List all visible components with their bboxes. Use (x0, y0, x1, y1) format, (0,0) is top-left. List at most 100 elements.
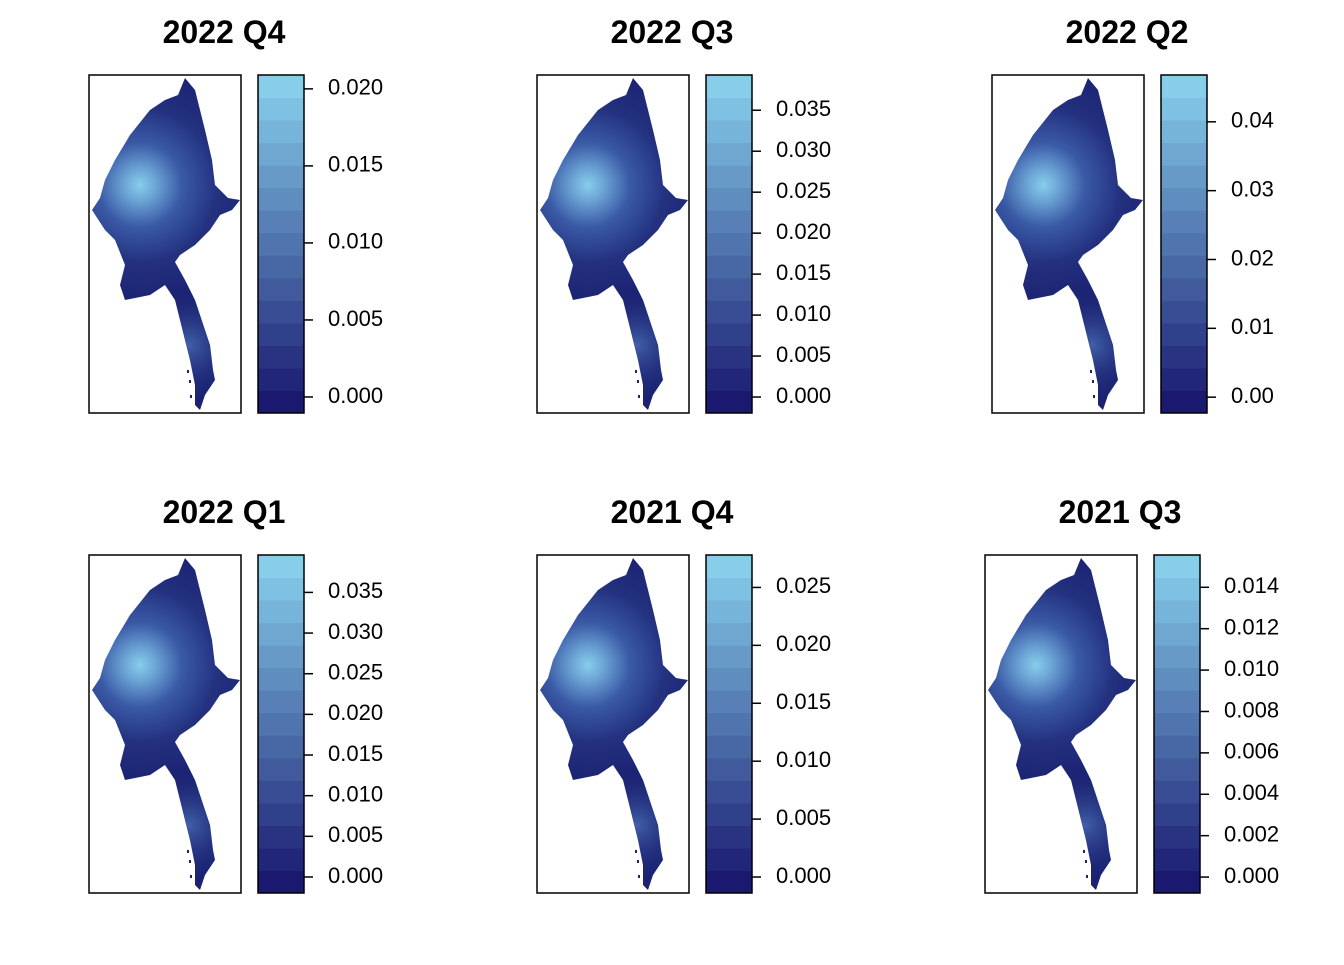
legend-band (1154, 667, 1200, 691)
legend-band (258, 780, 304, 804)
legend-band (258, 165, 304, 189)
legend-band (706, 667, 752, 691)
legend-tick-label: 0.025 (776, 573, 831, 598)
legend-band (258, 390, 304, 414)
legend-band (258, 322, 304, 346)
legend-tick-label: 0.010 (776, 747, 831, 772)
legend-tick-label: 0.000 (1224, 863, 1279, 888)
panel-title: 2022 Q3 (611, 14, 734, 50)
legend-tick-label: 0.005 (328, 306, 383, 331)
legend-band (1161, 165, 1207, 189)
legend-band (706, 712, 752, 736)
legend-band (258, 825, 304, 849)
map-frame (536, 554, 690, 894)
legend-band (1154, 802, 1200, 826)
legend-band (258, 345, 304, 369)
panel-title: 2022 Q2 (1066, 14, 1189, 50)
legend-band (1154, 870, 1200, 894)
legend-band (706, 187, 752, 211)
legend-tick-label: 0.005 (328, 822, 383, 847)
legend-tick-label: 0.010 (1224, 656, 1279, 681)
legend-band (258, 232, 304, 256)
legend-band (1161, 142, 1207, 166)
legend-tick-label: 0.015 (328, 741, 383, 766)
legend-band (258, 97, 304, 121)
legend-band (706, 165, 752, 189)
legend-tick-label: 0.002 (1224, 821, 1279, 846)
legend-band (706, 802, 752, 826)
legend-band (258, 210, 304, 234)
legend-band (258, 847, 304, 871)
legend-tick-label: 0.030 (776, 137, 831, 162)
legend-band (258, 555, 304, 579)
legend-band (1161, 97, 1207, 121)
map-frame (536, 74, 690, 414)
legend-band (1161, 367, 1207, 391)
map (540, 558, 688, 890)
legend-tick-label: 0.030 (328, 619, 383, 644)
legend-band (1154, 780, 1200, 804)
legend-band (706, 120, 752, 144)
legend-tick-label: 0.035 (776, 96, 831, 121)
legend-band (706, 277, 752, 301)
legend-band (1161, 345, 1207, 369)
legend-band (1161, 120, 1207, 144)
panel-title: 2021 Q4 (611, 494, 734, 530)
legend-band (706, 825, 752, 849)
legend-tick-label: 0.010 (776, 301, 831, 326)
legend-band (1161, 232, 1207, 256)
legend-band (1154, 555, 1200, 579)
legend-band (1154, 645, 1200, 669)
legend-band (706, 600, 752, 624)
legend-band (1161, 322, 1207, 346)
legend-tick-label: 0.006 (1224, 739, 1279, 764)
legend-band (1161, 187, 1207, 211)
legend-frame (705, 74, 753, 414)
legend-tick-label: 0.015 (776, 260, 831, 285)
map (988, 558, 1136, 890)
legend-band (258, 735, 304, 759)
legend-band (258, 277, 304, 301)
legend-band (706, 300, 752, 324)
legend-band (706, 690, 752, 714)
legend-band (706, 577, 752, 601)
legend-tick-label: 0.000 (776, 863, 831, 888)
legend-band (1154, 735, 1200, 759)
legend-band (1154, 757, 1200, 781)
legend-band (258, 577, 304, 601)
legend-band (258, 187, 304, 211)
legend-band (258, 600, 304, 624)
legend-tick-label: 0.004 (1224, 780, 1279, 805)
legend-band (258, 690, 304, 714)
legend-band (258, 622, 304, 646)
legend-band (706, 870, 752, 894)
legend-band (706, 345, 752, 369)
legend-band (1161, 300, 1207, 324)
map-frame (984, 554, 1138, 894)
legend-tick-label: 0.010 (328, 229, 383, 254)
legend-band (706, 97, 752, 121)
legend-band (1161, 255, 1207, 279)
legend-frame (1153, 554, 1201, 894)
panel-title: 2022 Q1 (163, 494, 286, 530)
map-frame (88, 74, 242, 414)
legend-band (258, 757, 304, 781)
legend-band (258, 367, 304, 391)
legend-band (706, 555, 752, 579)
legend-band (1154, 712, 1200, 736)
legend-tick-label: 0.02 (1231, 245, 1274, 270)
legend-band (706, 142, 752, 166)
legend-band (1154, 577, 1200, 601)
legend-band (706, 210, 752, 234)
legend-tick-label: 0.014 (1224, 573, 1279, 598)
legend-tick-label: 0.035 (328, 578, 383, 603)
legend-band (258, 645, 304, 669)
legend-band (706, 322, 752, 346)
legend-tick-label: 0.020 (776, 631, 831, 656)
legend-band (706, 757, 752, 781)
legend-band (706, 780, 752, 804)
map (995, 78, 1143, 410)
legend-band (1154, 690, 1200, 714)
legend-band (1161, 390, 1207, 414)
